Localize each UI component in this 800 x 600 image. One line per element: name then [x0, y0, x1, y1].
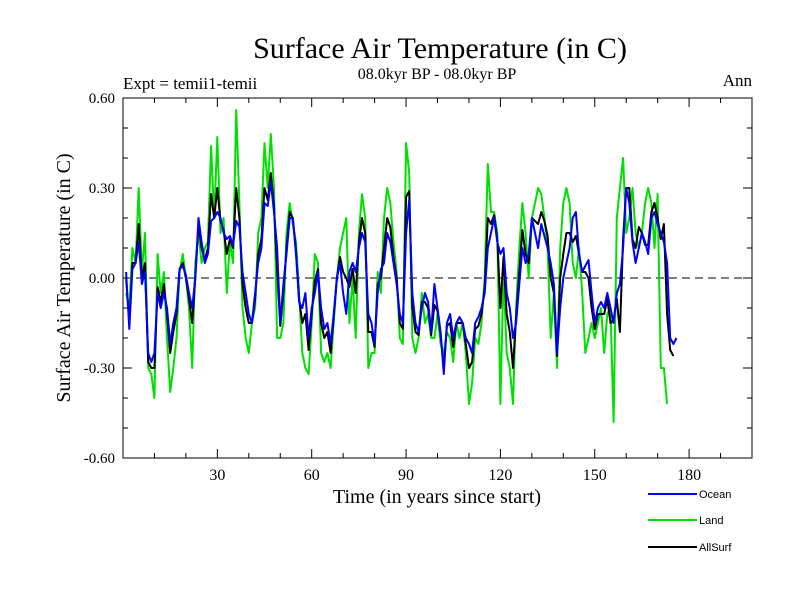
x-tick-label: 120 — [488, 467, 512, 484]
series-layer — [125, 109, 678, 423]
y-tick-label: 0.30 — [89, 181, 115, 197]
x-tick-label: 60 — [304, 467, 320, 484]
y-axis-label: Surface Air Temperature (in C) — [53, 153, 75, 402]
y-tick-label: 0.60 — [89, 91, 115, 107]
legend-label-allsurf: AllSurf — [699, 542, 732, 554]
x-tick-label: 150 — [583, 467, 607, 484]
chart-subtitle: 08.0kyr BP - 08.0kyr BP — [358, 66, 517, 83]
legend-label-ocean: Ocean — [699, 489, 731, 501]
x-tick-label: 30 — [209, 467, 225, 484]
tick-layer: 30 60 90 120 150 180 -0.60 -0.30 0.00 0.30 0.60 — [84, 91, 752, 484]
legend-label-land: Land — [699, 515, 723, 527]
y-tick-label: -0.60 — [84, 451, 115, 467]
x-tick-label: 180 — [677, 467, 701, 484]
season-label: Ann — [723, 71, 753, 90]
experiment-label: Expt = temii1-temii — [123, 74, 258, 93]
x-tick-label: 90 — [398, 467, 414, 484]
y-tick-label: -0.30 — [84, 361, 115, 377]
x-axis-label: Time (in years since start) — [333, 486, 541, 508]
series-line-ocean — [125, 181, 678, 375]
chart-title: Surface Air Temperature (in C) — [253, 32, 627, 65]
legend: Ocean Land AllSurf — [648, 489, 732, 554]
y-tick-label: 0.00 — [89, 271, 115, 287]
